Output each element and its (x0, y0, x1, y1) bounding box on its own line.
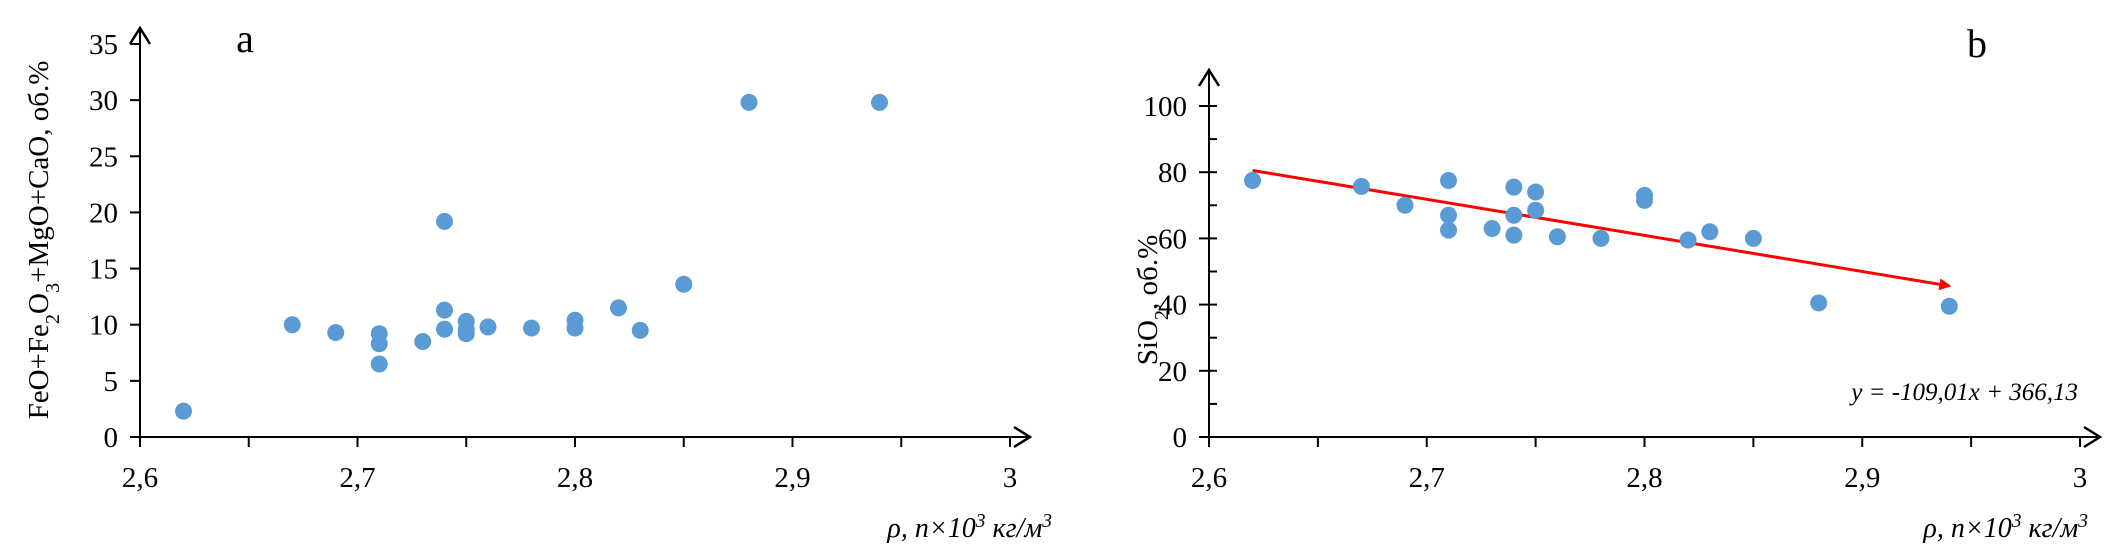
data-point (370, 335, 388, 353)
y-axis-label-part: 2 (1151, 310, 1173, 320)
x-tick-label: 2,6 (1191, 462, 1227, 494)
data-point (523, 319, 540, 337)
data-point (1505, 206, 1523, 224)
data-point (631, 321, 649, 339)
data-point (327, 324, 345, 342)
y-axis-arrowhead (128, 25, 152, 45)
y-axis-label-part: , об.% (1132, 235, 1164, 310)
x-axis-label-part: 3 (1041, 511, 1052, 532)
data-point (1527, 201, 1545, 219)
data-point (1636, 191, 1653, 209)
y-axis-label-part: 3 (42, 283, 64, 293)
y-tick-label: 15 (89, 254, 118, 286)
data-point (1810, 294, 1828, 312)
y-axis-label: FeO+Fe2O3+MgO+CaO, об.% (23, 61, 64, 420)
data-point (1505, 178, 1523, 196)
x-tick-label: 3 (1003, 462, 1018, 494)
data-point (1701, 223, 1719, 241)
trend-equation: y = -109,01x + 366,13 (1848, 379, 2078, 406)
x-axis-label-part: кг/м (986, 513, 1043, 544)
data-point (1592, 229, 1610, 247)
data-point (457, 325, 475, 343)
x-tick-label: 2,9 (1844, 462, 1880, 494)
data-point (370, 355, 388, 373)
data-point (1352, 177, 1370, 195)
x-tick-label: 2,7 (1409, 462, 1445, 494)
x-axis-label-part: ρ, n×10 (1922, 513, 2011, 544)
y-tick-label: 80 (1158, 157, 1187, 189)
y-tick-label: 0 (104, 422, 119, 454)
data-point (1940, 297, 1958, 315)
x-tick-label: 2,8 (557, 462, 593, 494)
data-point (1505, 226, 1523, 244)
y-tick-label: 40 (1158, 290, 1187, 322)
x-tick-label: 3 (2073, 462, 2088, 494)
data-point (436, 212, 453, 230)
data-point (871, 93, 888, 111)
data-point (1244, 171, 1262, 189)
x-axis-arrowhead (1013, 425, 1033, 449)
x-axis-label-part: 3 (2011, 511, 2022, 532)
x-axis-label-part: кг/м (2022, 513, 2079, 544)
x-axis-label-part: 3 (975, 511, 986, 532)
y-axis-arrowhead (1197, 67, 1221, 87)
x-axis-label: ρ, n×103 кг/м3 (1922, 511, 2088, 545)
y-tick-label: 5 (104, 366, 119, 398)
data-point (675, 275, 693, 293)
x-tick-label: 2,8 (1626, 462, 1662, 494)
x-tick-label: 2,6 (122, 462, 158, 494)
data-point (479, 318, 497, 336)
y-axis-label: SiO2, об.% (1132, 235, 1173, 365)
y-tick-label: 100 (1144, 91, 1188, 123)
y-axis-label-part: +MgO+CaO, об.% (23, 61, 55, 283)
data-point (1744, 229, 1762, 247)
data-point (1483, 219, 1501, 237)
data-point (1527, 183, 1545, 201)
y-tick-label: 25 (89, 141, 118, 173)
y-axis-label-part: 2 (42, 314, 64, 324)
data-point (283, 316, 301, 334)
data-point (610, 299, 627, 317)
y-tick-label: 30 (89, 85, 118, 117)
y-tick-label: 20 (89, 197, 118, 229)
data-point (1440, 206, 1458, 224)
x-tick-label: 2,9 (774, 462, 810, 494)
y-axis-label-part: O (23, 293, 55, 314)
data-point (740, 93, 758, 111)
panel-b-chart: 2,6 2,7 2,8 2,9 3 0 20 40 60 80 100 b SiO2, об.% ρ, n… (1132, 21, 2103, 545)
x-axis-label: ρ, n×103 кг/м3 (886, 511, 1052, 545)
y-tick-label: 10 (89, 310, 118, 342)
data-point (414, 333, 432, 351)
y-tick-label: 20 (1158, 356, 1187, 388)
y-tick-label: 35 (89, 29, 118, 61)
y-axis-label-part: SiO (1132, 320, 1164, 365)
panel-letter: b (1967, 21, 1987, 66)
y-tick-label: 0 (1173, 422, 1188, 454)
x-axis-label-part: 3 (2077, 511, 2088, 532)
data-point (1440, 221, 1458, 239)
y-axis-label-part: FeO+Fe (23, 324, 55, 419)
x-axis-label-part: ρ, n×10 (886, 513, 975, 544)
data-point (436, 320, 453, 338)
data-point (1396, 196, 1414, 214)
y-tick-label: 60 (1158, 223, 1187, 255)
data-point (436, 301, 453, 319)
data-point (1548, 228, 1566, 246)
data-point (566, 319, 584, 337)
data-point (1440, 171, 1458, 189)
x-tick-label: 2,7 (339, 462, 375, 494)
x-axis-arrowhead (2083, 425, 2103, 449)
data-point (175, 402, 192, 420)
panel-letter: a (236, 16, 254, 61)
data-point (1679, 231, 1697, 249)
